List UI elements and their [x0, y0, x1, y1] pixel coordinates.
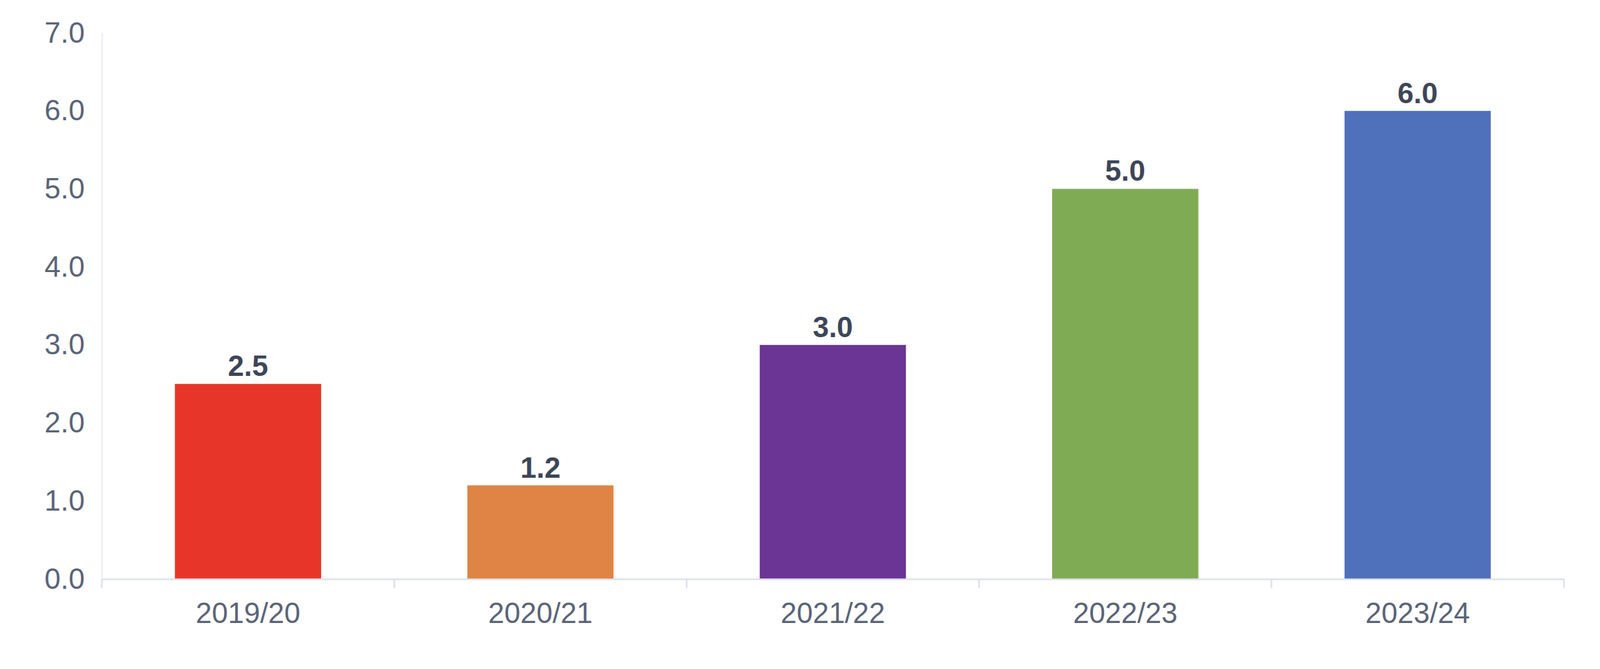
data-label: 2.5	[227, 349, 268, 382]
y-tick-label: 6.0	[44, 93, 85, 127]
category-divider	[977, 578, 980, 588]
x-tick: 2019/20	[195, 578, 301, 629]
data-label: 6.0	[1397, 76, 1438, 110]
bar	[467, 485, 615, 579]
x-axis: 2019/20 2020/21 2021/22 2022/23 2023/24	[101, 578, 1565, 629]
bar	[174, 383, 322, 579]
y-tick: 6.0	[44, 93, 102, 127]
category-divider	[685, 578, 688, 588]
data-label: 1.2	[520, 451, 561, 484]
category-divider	[393, 578, 396, 588]
y-tick: 1.0	[44, 484, 102, 517]
data-label: 3.0	[812, 310, 853, 343]
data-label: 5.0	[1105, 154, 1146, 187]
chart: 0.01.02.03.04.05.06.07.02019/202020/2120…	[0, 0, 1600, 669]
bar	[1052, 188, 1199, 579]
y-tick-label: 2.0	[44, 405, 85, 439]
y-tick: 2.0	[44, 405, 102, 439]
y-tick: 0.0	[44, 562, 102, 595]
x-tick-label: 2019/20	[195, 596, 301, 629]
bar	[759, 344, 907, 579]
y-tick-label: 0.0	[44, 562, 85, 595]
x-tick: 2021/22	[780, 578, 885, 629]
x-axis-line	[102, 577, 1565, 580]
x-tick-label: 2020/21	[488, 596, 593, 629]
category-divider	[1563, 578, 1566, 588]
x-tick-label: 2021/22	[780, 596, 885, 629]
category-dividers	[101, 578, 1564, 588]
y-tick-label: 3.0	[44, 327, 85, 360]
x-tick: 2023/24	[1365, 578, 1470, 629]
x-tick: 2022/23	[1073, 578, 1178, 629]
x-tick-label: 2023/24	[1365, 596, 1470, 629]
y-tick-label: 4.0	[44, 250, 85, 283]
data-labels: 2.5 1.2 3.0 5.0 6.0	[227, 76, 1438, 484]
plot: 0.01.02.03.04.05.06.07.02019/202020/2120…	[44, 16, 1565, 630]
y-axis-line	[101, 33, 104, 580]
y-tick: 5.0	[44, 172, 102, 205]
bars	[174, 111, 1491, 579]
bar	[1344, 111, 1491, 579]
category-divider	[1270, 578, 1273, 588]
y-tick: 7.0	[44, 16, 102, 49]
x-tick: 2020/21	[488, 578, 593, 629]
y-tick-label: 1.0	[44, 484, 85, 517]
category-divider	[101, 578, 104, 588]
y-axis: 0.0 1.0 2.0 3.0 4.0 5.0 6.0 7.0	[44, 16, 103, 595]
y-tick: 4.0	[44, 250, 102, 283]
y-tick: 3.0	[44, 327, 102, 360]
y-tick-label: 7.0	[44, 16, 85, 49]
x-tick-label: 2022/23	[1073, 596, 1178, 629]
y-tick-label: 5.0	[44, 172, 85, 205]
